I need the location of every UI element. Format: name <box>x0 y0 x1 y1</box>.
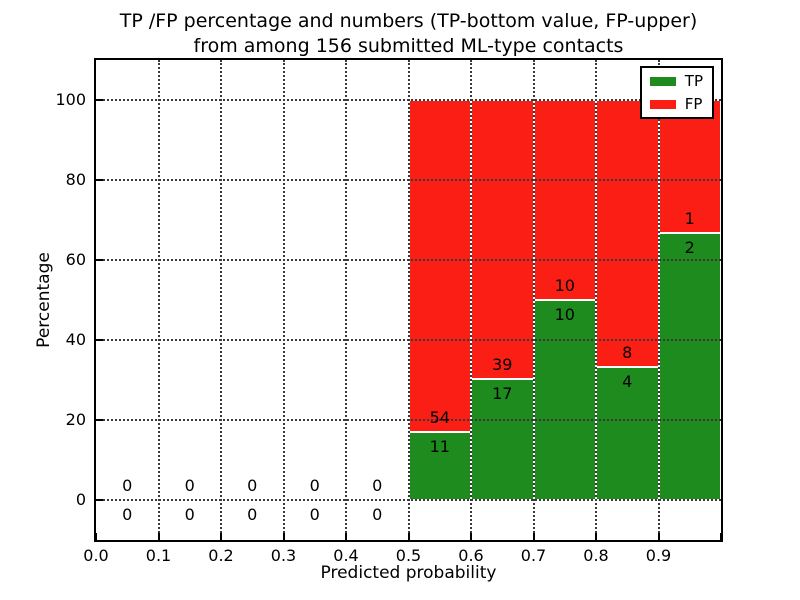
tp-bar-segment <box>533 300 596 500</box>
fp-count-label: 1 <box>684 209 695 229</box>
legend: TP FP <box>639 66 714 119</box>
y-tick-label: 100 <box>55 90 86 109</box>
tp-count-label: 10 <box>554 305 575 324</box>
fp-legend-swatch <box>649 99 676 109</box>
tp-count-label: 11 <box>429 437 450 457</box>
tp-count-label: 0 <box>247 505 258 524</box>
v-gridline <box>657 60 660 540</box>
x-tick-label: 0.0 <box>83 546 109 565</box>
legend-item: TP <box>649 72 703 90</box>
chart-title: TP /FP percentage and numbers (TP-bottom… <box>96 9 721 59</box>
x-tick-label: 0.6 <box>458 546 484 565</box>
x-axis-label: Predicted probability <box>320 563 497 583</box>
x-tick-mark <box>532 533 535 540</box>
tp-bar-segment <box>596 366 659 500</box>
chart-title-line2: from among 156 submitted ML-type contact… <box>193 35 624 57</box>
x-tick-label: 0.4 <box>333 546 359 565</box>
y-tick-mark <box>96 499 103 501</box>
fp-count-label: 0 <box>372 476 383 495</box>
y-tick-label: 40 <box>65 330 86 349</box>
x-tick-mark <box>157 533 160 540</box>
v-gridline <box>595 60 597 540</box>
v-gridline <box>470 60 472 540</box>
v-gridline <box>345 60 347 540</box>
x-tick-mark <box>282 533 285 540</box>
x-tick-mark <box>595 533 597 540</box>
y-tick-mark <box>96 259 103 261</box>
tp-count-label: 0 <box>122 505 133 524</box>
y-tick-mark <box>96 419 103 421</box>
y-tick-mark <box>96 339 103 341</box>
tp-count-label: 2 <box>684 238 695 258</box>
fp-count-label: 0 <box>122 476 133 495</box>
x-tick-label: 0.7 <box>520 546 547 565</box>
fp-bar-segment <box>596 100 659 367</box>
x-tick-mark <box>470 533 472 540</box>
legend-item: FP <box>649 95 703 113</box>
y-tick-mark <box>96 179 103 181</box>
v-gridline <box>532 60 535 540</box>
tp-bar-segment <box>658 233 721 500</box>
fp-count-label: 0 <box>309 476 320 495</box>
tp-count-label: 0 <box>309 505 320 524</box>
fp-count-label: 0 <box>247 476 258 495</box>
tp-count-label: 0 <box>372 505 383 524</box>
y-tick-label: 0 <box>75 490 86 509</box>
chart-title-line1: TP /FP percentage and numbers (TP-bottom… <box>119 10 698 32</box>
x-tick-mark <box>345 533 347 540</box>
fp-count-label: 39 <box>492 354 513 374</box>
legend-item-label: FP <box>684 95 703 113</box>
x-tick-mark <box>220 533 222 540</box>
plot-area: 0 0 0 0 0 0 0 0 0 0 54 11 39 17 10 10 8 4 1 2 TP FP <box>94 58 723 542</box>
x-tick-label: 0.8 <box>583 546 609 565</box>
fp-count-label: 54 <box>429 408 450 428</box>
tp-count-label: 0 <box>184 505 195 524</box>
v-gridline <box>157 60 160 540</box>
fp-count-label: 0 <box>184 476 195 495</box>
y-tick-label: 60 <box>65 250 86 269</box>
y-tick-label: 20 <box>65 410 86 429</box>
x-tick-mark <box>407 533 410 540</box>
fp-count-label: 10 <box>554 276 575 295</box>
x-tick-mark <box>657 533 660 540</box>
y-tick-mark <box>96 99 103 101</box>
legend-item-label: TP <box>684 72 703 90</box>
fp-bar-segment <box>658 100 721 234</box>
x-tick-label: 0.5 <box>395 546 422 565</box>
x-tick-label: 0.3 <box>270 546 297 565</box>
x-tick-label: 0.9 <box>645 546 672 565</box>
x-tick-mark <box>95 533 97 540</box>
fp-bar-segment <box>408 100 471 433</box>
tp-count-label: 4 <box>622 371 633 391</box>
v-gridline <box>407 60 410 540</box>
x-tick-mark <box>720 533 722 540</box>
x-tick-label: 0.1 <box>145 546 172 565</box>
v-gridline <box>282 60 285 540</box>
tp-count-label: 17 <box>492 383 513 403</box>
fp-bar-segment <box>533 100 596 300</box>
fp-count-label: 8 <box>622 342 633 362</box>
x-tick-label: 0.2 <box>208 546 234 565</box>
y-tick-label: 80 <box>65 170 86 189</box>
fp-bar-segment <box>471 100 534 379</box>
v-gridline <box>220 60 222 540</box>
tp-legend-swatch <box>649 76 676 86</box>
